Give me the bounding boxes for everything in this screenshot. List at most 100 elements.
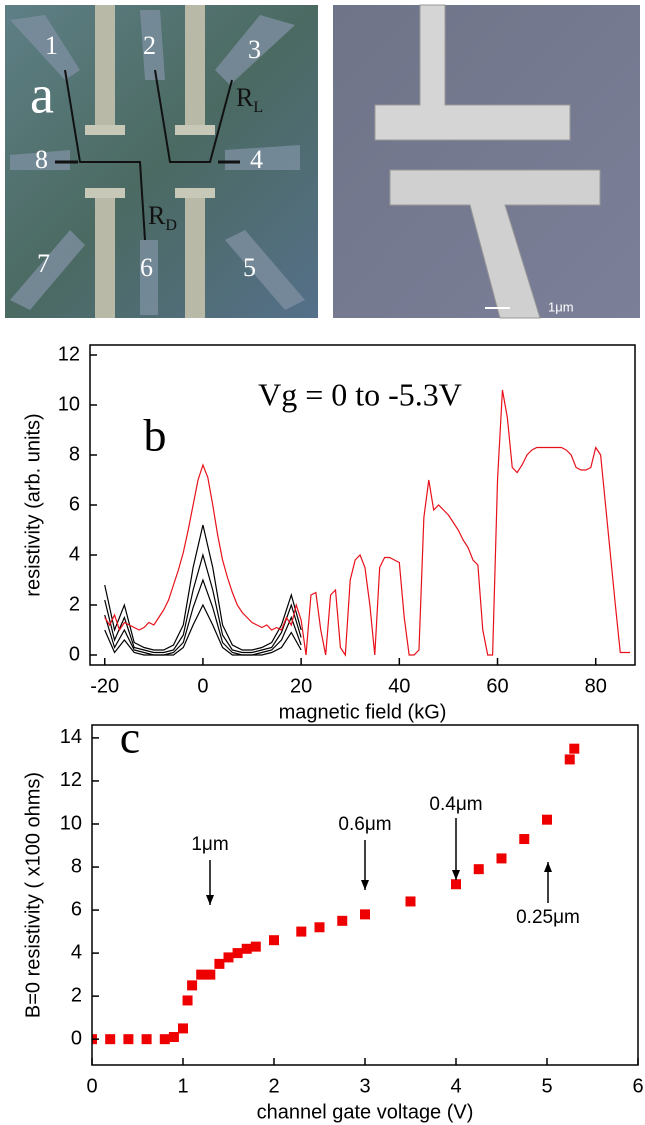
y-tick-label: 12 — [60, 769, 82, 791]
data-line — [104, 524, 302, 651]
y-axis-label: B=0 resistivity ( x100 ohms) — [22, 772, 44, 1018]
y-tick-label: 8 — [71, 855, 82, 877]
data-line — [104, 578, 302, 656]
resistance-label: RD — [148, 201, 177, 234]
contact-label: 6 — [140, 253, 153, 282]
x-axis-label: magnetic field (kG) — [279, 701, 447, 723]
y-tick-label: 12 — [58, 343, 80, 365]
arrow-head — [452, 870, 460, 880]
data-point — [141, 1034, 152, 1045]
y-tick-label: 14 — [60, 726, 82, 748]
x-tick-label: 2 — [268, 1075, 279, 1097]
y-tick-label: 4 — [71, 941, 82, 963]
data-point — [564, 754, 575, 765]
chart: -20 0 20 40 60 80 0 2 4 6 8 10 12 magnetic field (kG)… — [22, 343, 636, 723]
x-tick-label: 0 — [86, 1075, 97, 1097]
x-tick-label: 80 — [585, 675, 607, 697]
resistance-sub: D — [165, 217, 177, 234]
y-tick-label: 2 — [69, 593, 80, 615]
data-point — [451, 879, 461, 890]
y-tick-label: 6 — [71, 898, 82, 920]
x-tick-label: 0 — [197, 675, 208, 697]
data-point — [296, 926, 307, 937]
data-point — [250, 941, 261, 952]
data-point — [196, 969, 207, 980]
data-point — [205, 969, 216, 980]
x-tick-label: 4 — [450, 1075, 461, 1097]
data-point — [569, 743, 580, 754]
plot-area — [92, 743, 580, 1045]
data-point — [123, 1034, 134, 1045]
data-point — [241, 943, 252, 954]
x-tick-label: 3 — [359, 1075, 370, 1097]
contact-label: 5 — [243, 253, 256, 282]
arrow-head — [544, 862, 552, 872]
plot-area — [104, 389, 631, 657]
data-point — [105, 1034, 116, 1045]
resistance-main: R — [236, 83, 254, 112]
data-point — [473, 864, 484, 875]
data-point — [223, 952, 234, 963]
data-point — [232, 948, 243, 959]
annotation: 0.6μm — [338, 814, 391, 835]
contact-label: 1 — [45, 31, 58, 60]
data-point — [159, 1034, 170, 1045]
x-tick-label: -20 — [90, 675, 119, 697]
y-tick-label: 10 — [58, 393, 80, 415]
data-point — [519, 834, 530, 845]
x-tick-label: 20 — [290, 675, 312, 697]
resistance-main: R — [148, 201, 166, 230]
data-point — [168, 1032, 179, 1043]
y-tick-label: 4 — [69, 543, 80, 565]
x-axis-label: channel gate voltage (V) — [257, 1101, 474, 1123]
data-point — [214, 958, 225, 969]
data-point — [269, 935, 279, 946]
data-point — [405, 896, 416, 907]
data-point — [314, 922, 325, 933]
arrow-head — [361, 880, 369, 890]
data-point — [187, 980, 198, 991]
sem-photo: 1μm — [333, 4, 640, 319]
y-tick-label: 10 — [60, 812, 82, 834]
y-tick-label: 0 — [71, 1027, 82, 1049]
x-tick-label: 40 — [388, 675, 410, 697]
data-line — [104, 552, 302, 654]
y-tick-label: 2 — [71, 984, 82, 1006]
annotation: b — [144, 410, 167, 461]
y-tick-label: 0 — [69, 643, 80, 665]
x-tick-label: 6 — [632, 1075, 643, 1097]
contact-label: 3 — [248, 35, 261, 64]
y-tick-label: 6 — [69, 493, 80, 515]
data-point — [360, 909, 370, 920]
data-point — [542, 814, 552, 825]
data-line — [104, 603, 302, 656]
contact-label: 4 — [250, 145, 263, 174]
y-tick-label: 8 — [69, 443, 80, 465]
contact-label: 8 — [35, 145, 48, 174]
contact-label: 2 — [143, 31, 156, 60]
y-axis-label: resistivity (arb. units) — [22, 413, 44, 596]
arrow-head — [206, 895, 214, 905]
contact-label: 7 — [37, 249, 50, 278]
annotation: 0.25μm — [516, 907, 580, 928]
scale-label: 1μm — [548, 299, 574, 314]
x-tick-label: 1 — [177, 1075, 188, 1097]
data-point — [337, 915, 348, 926]
annotation: 1μm — [191, 834, 228, 855]
x-tick-label: 60 — [486, 675, 508, 697]
annotation: Vg = 0 to -5.3V — [258, 376, 462, 412]
data-point — [178, 1023, 188, 1034]
annotation: 0.4μm — [429, 794, 482, 815]
device-photo: 1 2 3 4 5 6 7 8 a RL RD — [5, 5, 318, 318]
plot-frame — [91, 724, 639, 1066]
resistance-label: RL — [236, 83, 263, 116]
resistance-sub: L — [253, 99, 263, 116]
data-point — [182, 995, 193, 1006]
data-line — [104, 389, 631, 657]
panel-label: a — [30, 64, 54, 124]
x-tick-label: 5 — [541, 1075, 552, 1097]
annotation: c — [120, 712, 140, 763]
data-point — [496, 853, 507, 864]
